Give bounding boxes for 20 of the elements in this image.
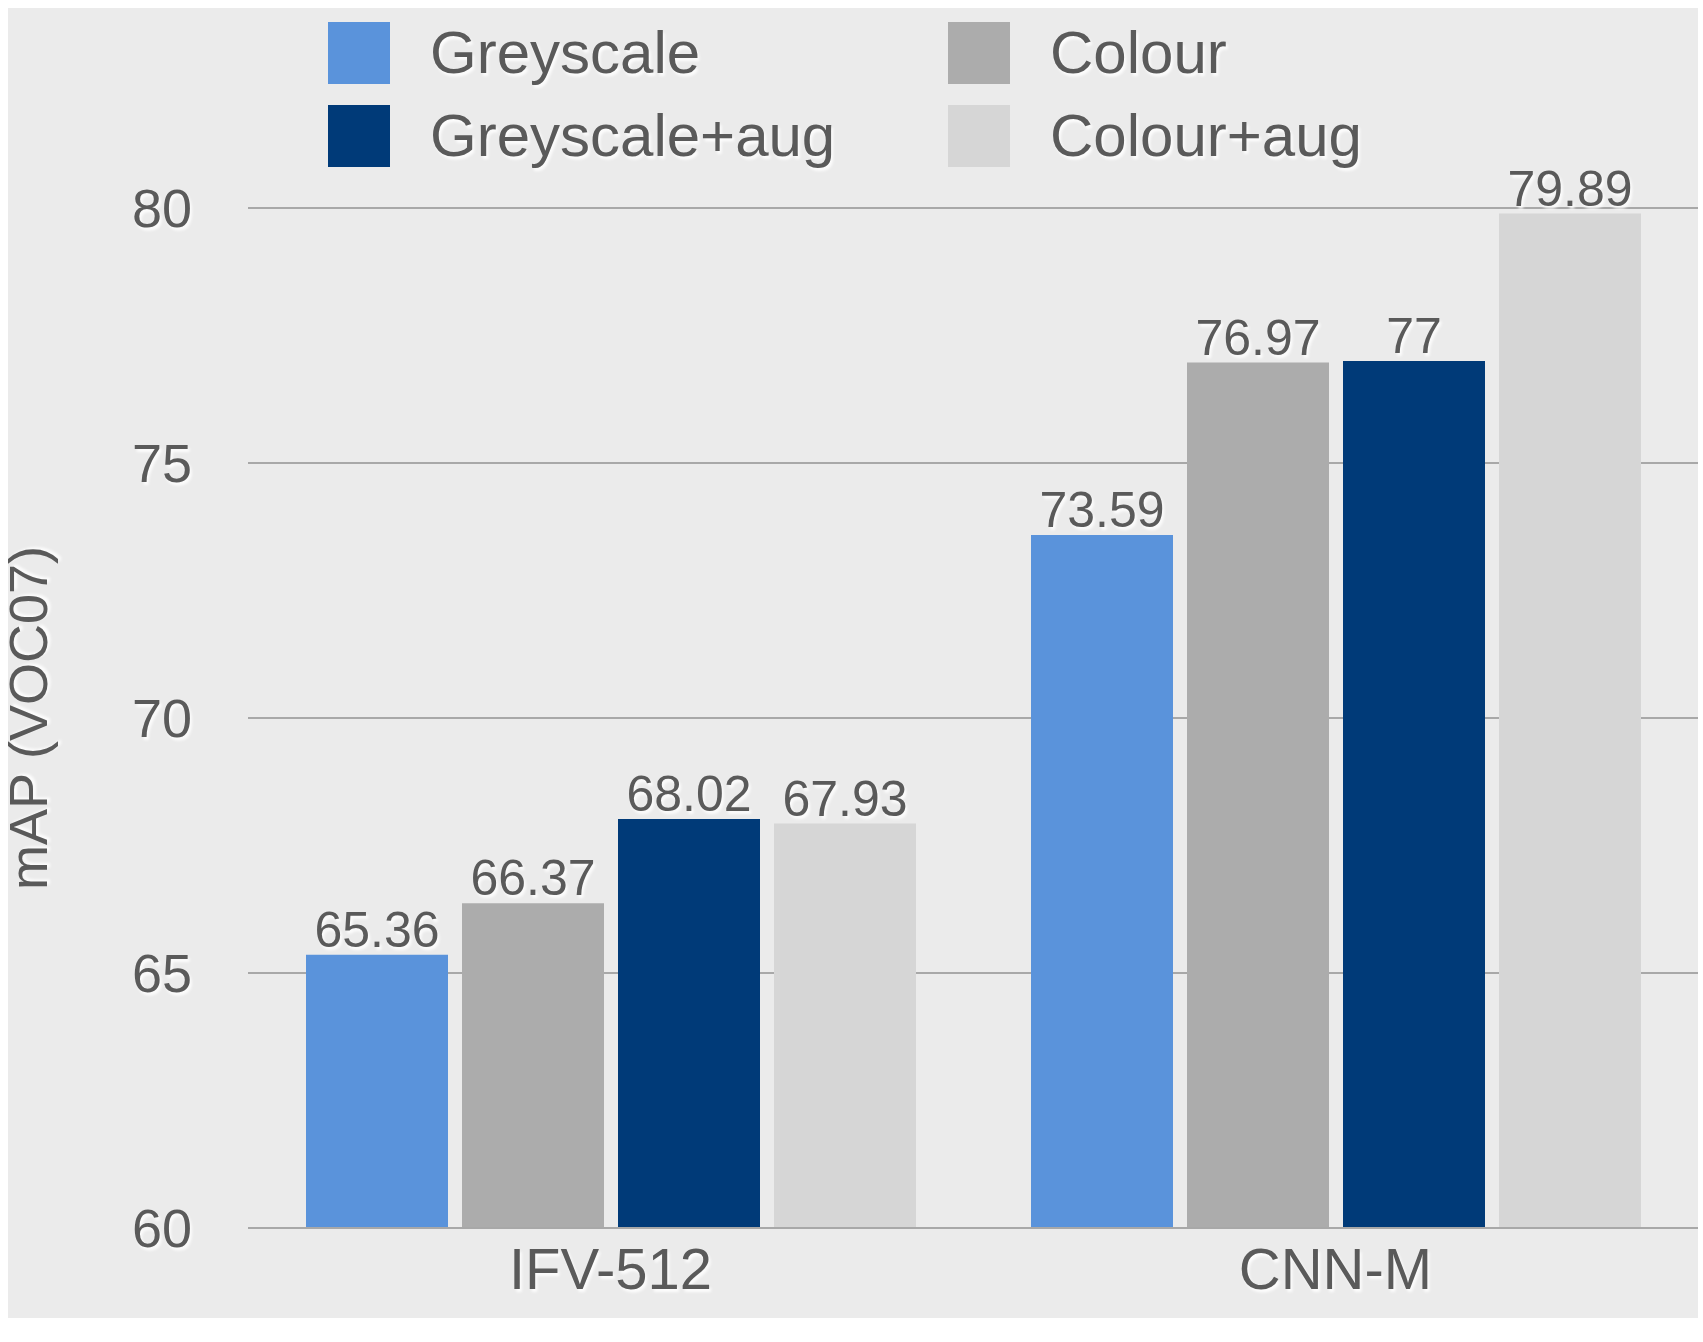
data-label: 67.93 — [782, 770, 908, 827]
y-tick-label: 60 — [131, 1198, 192, 1259]
legend-label: Greyscale — [430, 18, 701, 87]
legend-label: Colour+aug — [1050, 101, 1362, 170]
y-tick-label: 70 — [131, 688, 192, 749]
y-tick-label: 75 — [131, 433, 192, 494]
x-tick-label: CNN-M — [1238, 1236, 1433, 1302]
data-label: 73.59 — [1039, 481, 1165, 538]
legend-label: Colour — [1050, 18, 1227, 87]
data-label: 76.97 — [1195, 309, 1321, 366]
data-label: 65.36 — [314, 901, 440, 958]
data-label: 79.89 — [1507, 160, 1633, 217]
y-tick-label: 80 — [131, 178, 192, 239]
y-tick-label: 65 — [131, 943, 192, 1004]
legend-label: Greyscale+aug — [430, 101, 836, 170]
x-tick-label: IFV-512 — [508, 1236, 713, 1302]
data-label: 68.02 — [626, 765, 752, 822]
data-label: 77 — [1386, 308, 1442, 364]
y-axis-title: mAP (VOC07) — [0, 545, 59, 891]
data-label: 66.37 — [470, 850, 596, 907]
